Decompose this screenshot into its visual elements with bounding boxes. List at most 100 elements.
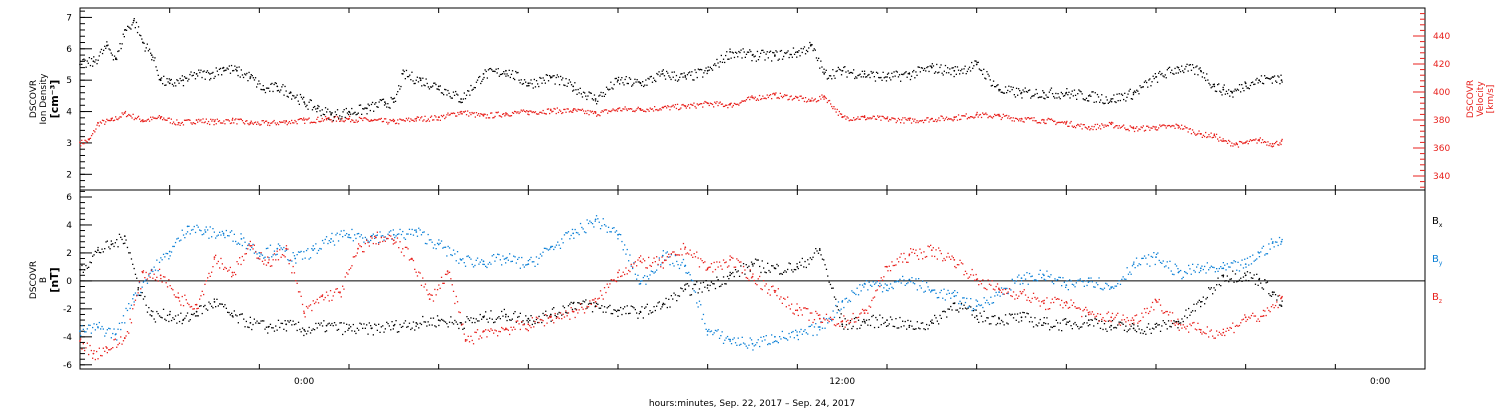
by-point [249, 249, 251, 251]
by-point [1250, 263, 1253, 265]
by-point [1276, 241, 1278, 243]
bx-point [984, 320, 987, 322]
density-point [954, 66, 956, 68]
density-point [1219, 90, 1221, 92]
by-point [273, 250, 276, 252]
bx-point [1256, 273, 1258, 275]
density-point [1088, 100, 1090, 102]
density-point [572, 90, 574, 92]
density-point [336, 109, 339, 111]
by-point [288, 260, 290, 262]
bx-point [1189, 314, 1191, 316]
bx-point [761, 260, 763, 262]
velocity-point [824, 96, 826, 98]
velocity-point [1036, 122, 1038, 124]
velocity-point [330, 119, 332, 121]
bz-point [614, 280, 616, 282]
velocity-point [353, 121, 355, 123]
by-sample [886, 284, 888, 286]
bx-point [689, 294, 691, 296]
bx-point [451, 321, 453, 324]
by-point [344, 234, 346, 236]
density-point [1241, 84, 1243, 86]
velocity-point [612, 108, 614, 110]
velocity-point [111, 117, 113, 119]
velocity-point [1030, 117, 1032, 120]
density-point [678, 79, 680, 81]
density-point [1007, 89, 1009, 92]
by-point [1189, 268, 1191, 270]
bz-point [424, 283, 427, 285]
density-point [640, 84, 643, 87]
density-point [887, 72, 890, 74]
density-point [1009, 90, 1011, 93]
velocity-point [527, 113, 529, 115]
by-point [383, 239, 385, 241]
bz-point [680, 248, 682, 250]
bz-point [312, 300, 314, 302]
bx-point [1134, 329, 1136, 331]
velocity-point [1008, 115, 1010, 117]
velocity-sample [684, 105, 687, 107]
bx-point [1212, 293, 1214, 295]
velocity-point [771, 98, 773, 100]
density-point [1130, 98, 1132, 100]
velocity-point [215, 123, 217, 125]
density-point [813, 48, 815, 50]
density-point [997, 84, 999, 86]
density-point [1074, 94, 1077, 96]
by-point [173, 245, 175, 248]
by-point [529, 258, 531, 261]
density-point [554, 83, 556, 85]
velocity-point [1024, 117, 1026, 119]
by-point [116, 339, 118, 341]
bx-point [1238, 279, 1241, 281]
density-point [1067, 94, 1069, 96]
density-point [1214, 90, 1217, 92]
density-point [947, 67, 949, 69]
bz-point [396, 237, 399, 239]
bx-point [1024, 316, 1027, 318]
velocity-point [228, 120, 230, 122]
bz-point [464, 339, 467, 341]
bz-point [244, 253, 246, 255]
by-point [1230, 262, 1232, 264]
by-point [808, 325, 810, 328]
bx-point [566, 312, 568, 314]
bz-point [757, 278, 759, 280]
bx-point [888, 323, 890, 325]
bz-point [498, 330, 500, 333]
bx-point [296, 329, 298, 332]
velocity-point [1137, 130, 1139, 132]
by-point [769, 343, 771, 345]
density-point [159, 78, 162, 80]
bx-point [1218, 283, 1220, 286]
bx-point [463, 327, 465, 329]
density-point [379, 99, 381, 101]
density-point [716, 58, 718, 61]
velocity-sample [1110, 123, 1113, 126]
bx-point [573, 301, 575, 304]
density-point [675, 74, 678, 77]
velocity-point [929, 119, 931, 121]
by-point [702, 313, 705, 316]
by-point [518, 256, 520, 259]
by-point [88, 324, 90, 326]
bz-point [343, 288, 345, 290]
velocity-point [1236, 143, 1238, 146]
by-point [1248, 264, 1250, 266]
by-point [767, 343, 769, 346]
density-point [978, 68, 980, 70]
bx-point [366, 324, 368, 326]
bx-point [154, 321, 157, 323]
density-point [875, 71, 878, 73]
density-point [135, 21, 138, 24]
velocity-point [283, 120, 285, 122]
density-point [1011, 89, 1013, 91]
density-point [274, 82, 276, 84]
bx-point [792, 271, 794, 273]
by-point [1011, 278, 1013, 280]
density-point [995, 86, 997, 88]
velocity-point [867, 117, 869, 119]
velocity-point [850, 119, 853, 121]
